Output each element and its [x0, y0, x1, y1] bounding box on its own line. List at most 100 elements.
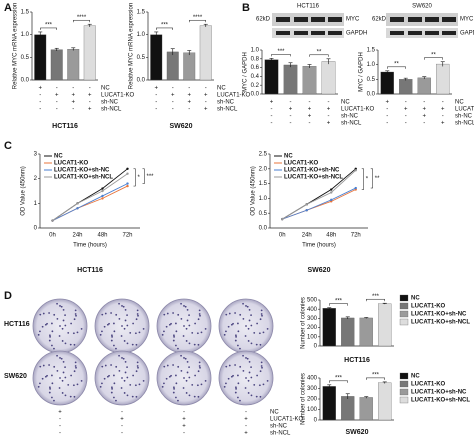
colony	[198, 365, 201, 367]
colony	[256, 322, 259, 325]
legend-label: LUCAT1-KO+sh-NCL	[411, 398, 470, 404]
colony	[180, 317, 183, 320]
colony	[245, 305, 247, 307]
sign-mark: -	[59, 424, 61, 430]
y-tick-label: 200	[307, 325, 318, 331]
panel-label: C	[4, 140, 12, 152]
sign-row-label: NC	[270, 410, 279, 416]
colony	[184, 357, 187, 360]
sign-mark: -	[309, 121, 311, 127]
colony	[196, 384, 199, 387]
sign-mark: -	[442, 114, 444, 120]
colony	[124, 360, 127, 363]
band	[276, 31, 290, 35]
legend-label: LUCAT1-KO+sh-NC	[411, 390, 467, 396]
point	[51, 219, 54, 222]
colony	[186, 308, 189, 311]
sign-mark: -	[328, 114, 330, 120]
sign-row-label: NC	[101, 86, 110, 92]
colony	[175, 344, 177, 347]
colony	[197, 343, 200, 346]
sign-mark: +	[327, 107, 331, 113]
colony	[259, 318, 262, 321]
colony	[250, 314, 252, 317]
sig-bracket	[387, 66, 406, 69]
colony	[73, 318, 76, 321]
colony	[75, 366, 77, 369]
colony	[60, 305, 63, 308]
colony	[193, 343, 196, 346]
colony	[230, 375, 233, 378]
y-axis-label: MYC / GAPDH	[243, 52, 249, 92]
bar	[283, 64, 298, 95]
sign-mark: -	[89, 86, 91, 92]
legend-swatch	[399, 310, 409, 318]
colony	[182, 335, 185, 337]
colony	[228, 312, 231, 315]
band	[328, 17, 342, 22]
legend-swatch	[399, 318, 409, 326]
y-tick-label: 0.8	[251, 56, 260, 62]
colony	[225, 313, 228, 316]
colony	[198, 309, 201, 312]
colony	[173, 334, 175, 337]
colony	[73, 370, 76, 373]
band	[294, 17, 308, 22]
legend-label: LUCAT1-KO+sh-NC	[54, 168, 110, 174]
colony	[248, 360, 251, 363]
colony	[111, 335, 113, 338]
sign-mark: -	[188, 107, 190, 113]
legend-label: LUCAT1-KO	[411, 382, 446, 388]
colony	[39, 365, 42, 368]
colony	[48, 364, 50, 366]
colony	[115, 347, 117, 350]
colony	[51, 374, 53, 377]
y-tick-label: 300	[307, 316, 318, 322]
sign-mark: -	[423, 100, 425, 106]
sign-mark: -	[172, 100, 174, 106]
point	[101, 187, 104, 190]
colony	[56, 354, 58, 357]
y-tick-label: 0.0	[21, 78, 30, 84]
sign-mark: -	[245, 410, 247, 416]
point	[126, 172, 129, 175]
colony	[74, 361, 77, 364]
blot-title: HCT116	[297, 4, 320, 10]
sig-bracket	[133, 168, 136, 187]
colony	[108, 374, 110, 377]
sign-mark: +	[244, 431, 248, 437]
legend-label: LUCAT1-KO+sh-NCL	[284, 175, 343, 181]
y-axis-label: OD Value (450nm)	[251, 166, 257, 216]
colony	[246, 305, 249, 308]
sign-row-label: sh-NCL	[341, 121, 362, 127]
legend-label: NC	[411, 374, 420, 380]
colony	[59, 377, 61, 379]
chart-title: SW620	[308, 267, 331, 274]
colony	[239, 365, 242, 368]
colony	[110, 391, 113, 394]
colony	[59, 325, 61, 327]
colony	[135, 318, 138, 321]
colony	[64, 394, 67, 397]
chart-title: SW620	[170, 123, 193, 130]
colony	[246, 357, 249, 360]
colony	[200, 331, 203, 334]
sig-bracket	[271, 54, 291, 57]
colony	[188, 394, 191, 397]
sign-mark: -	[172, 107, 174, 113]
colony	[72, 384, 75, 387]
colony	[261, 314, 263, 317]
point	[126, 182, 129, 185]
bar	[399, 79, 413, 95]
colony	[260, 313, 263, 315]
y-tick-label: 0.2	[251, 83, 260, 89]
colony	[260, 309, 263, 312]
sign-row-label: sh-NCL	[270, 431, 291, 437]
colony	[62, 371, 65, 374]
y-tick-label: 1.0	[259, 196, 268, 202]
colony	[106, 375, 109, 378]
sign-mark: +	[244, 417, 248, 423]
colony	[76, 383, 79, 386]
colony	[113, 396, 115, 399]
sign-mark: -	[56, 100, 58, 106]
